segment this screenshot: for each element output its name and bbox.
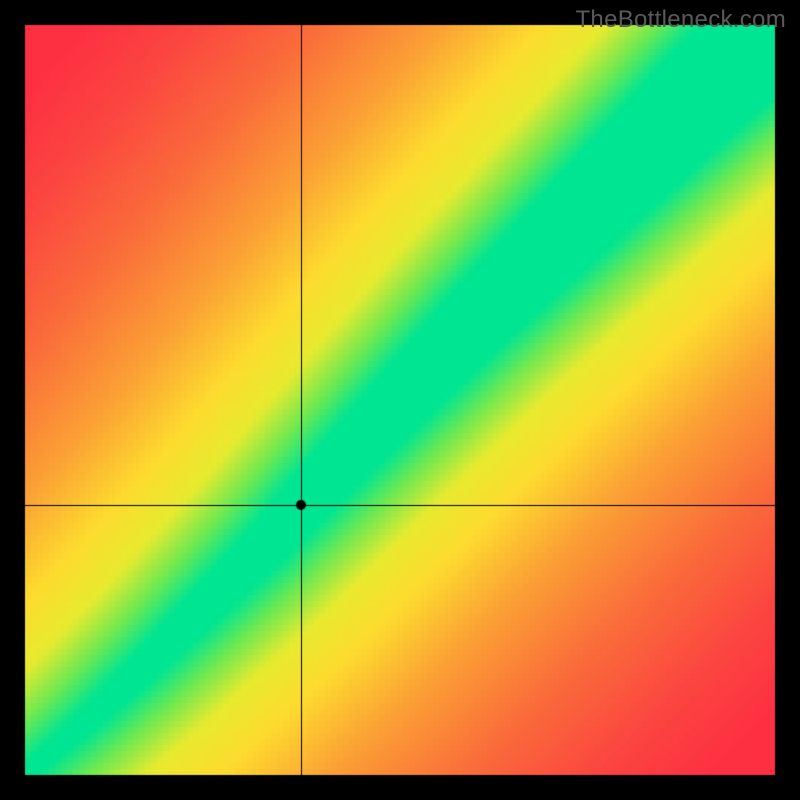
- watermark-text: TheBottleneck.com: [575, 6, 786, 34]
- heatmap-canvas: [0, 0, 800, 800]
- chart-container: TheBottleneck.com: [0, 0, 800, 800]
